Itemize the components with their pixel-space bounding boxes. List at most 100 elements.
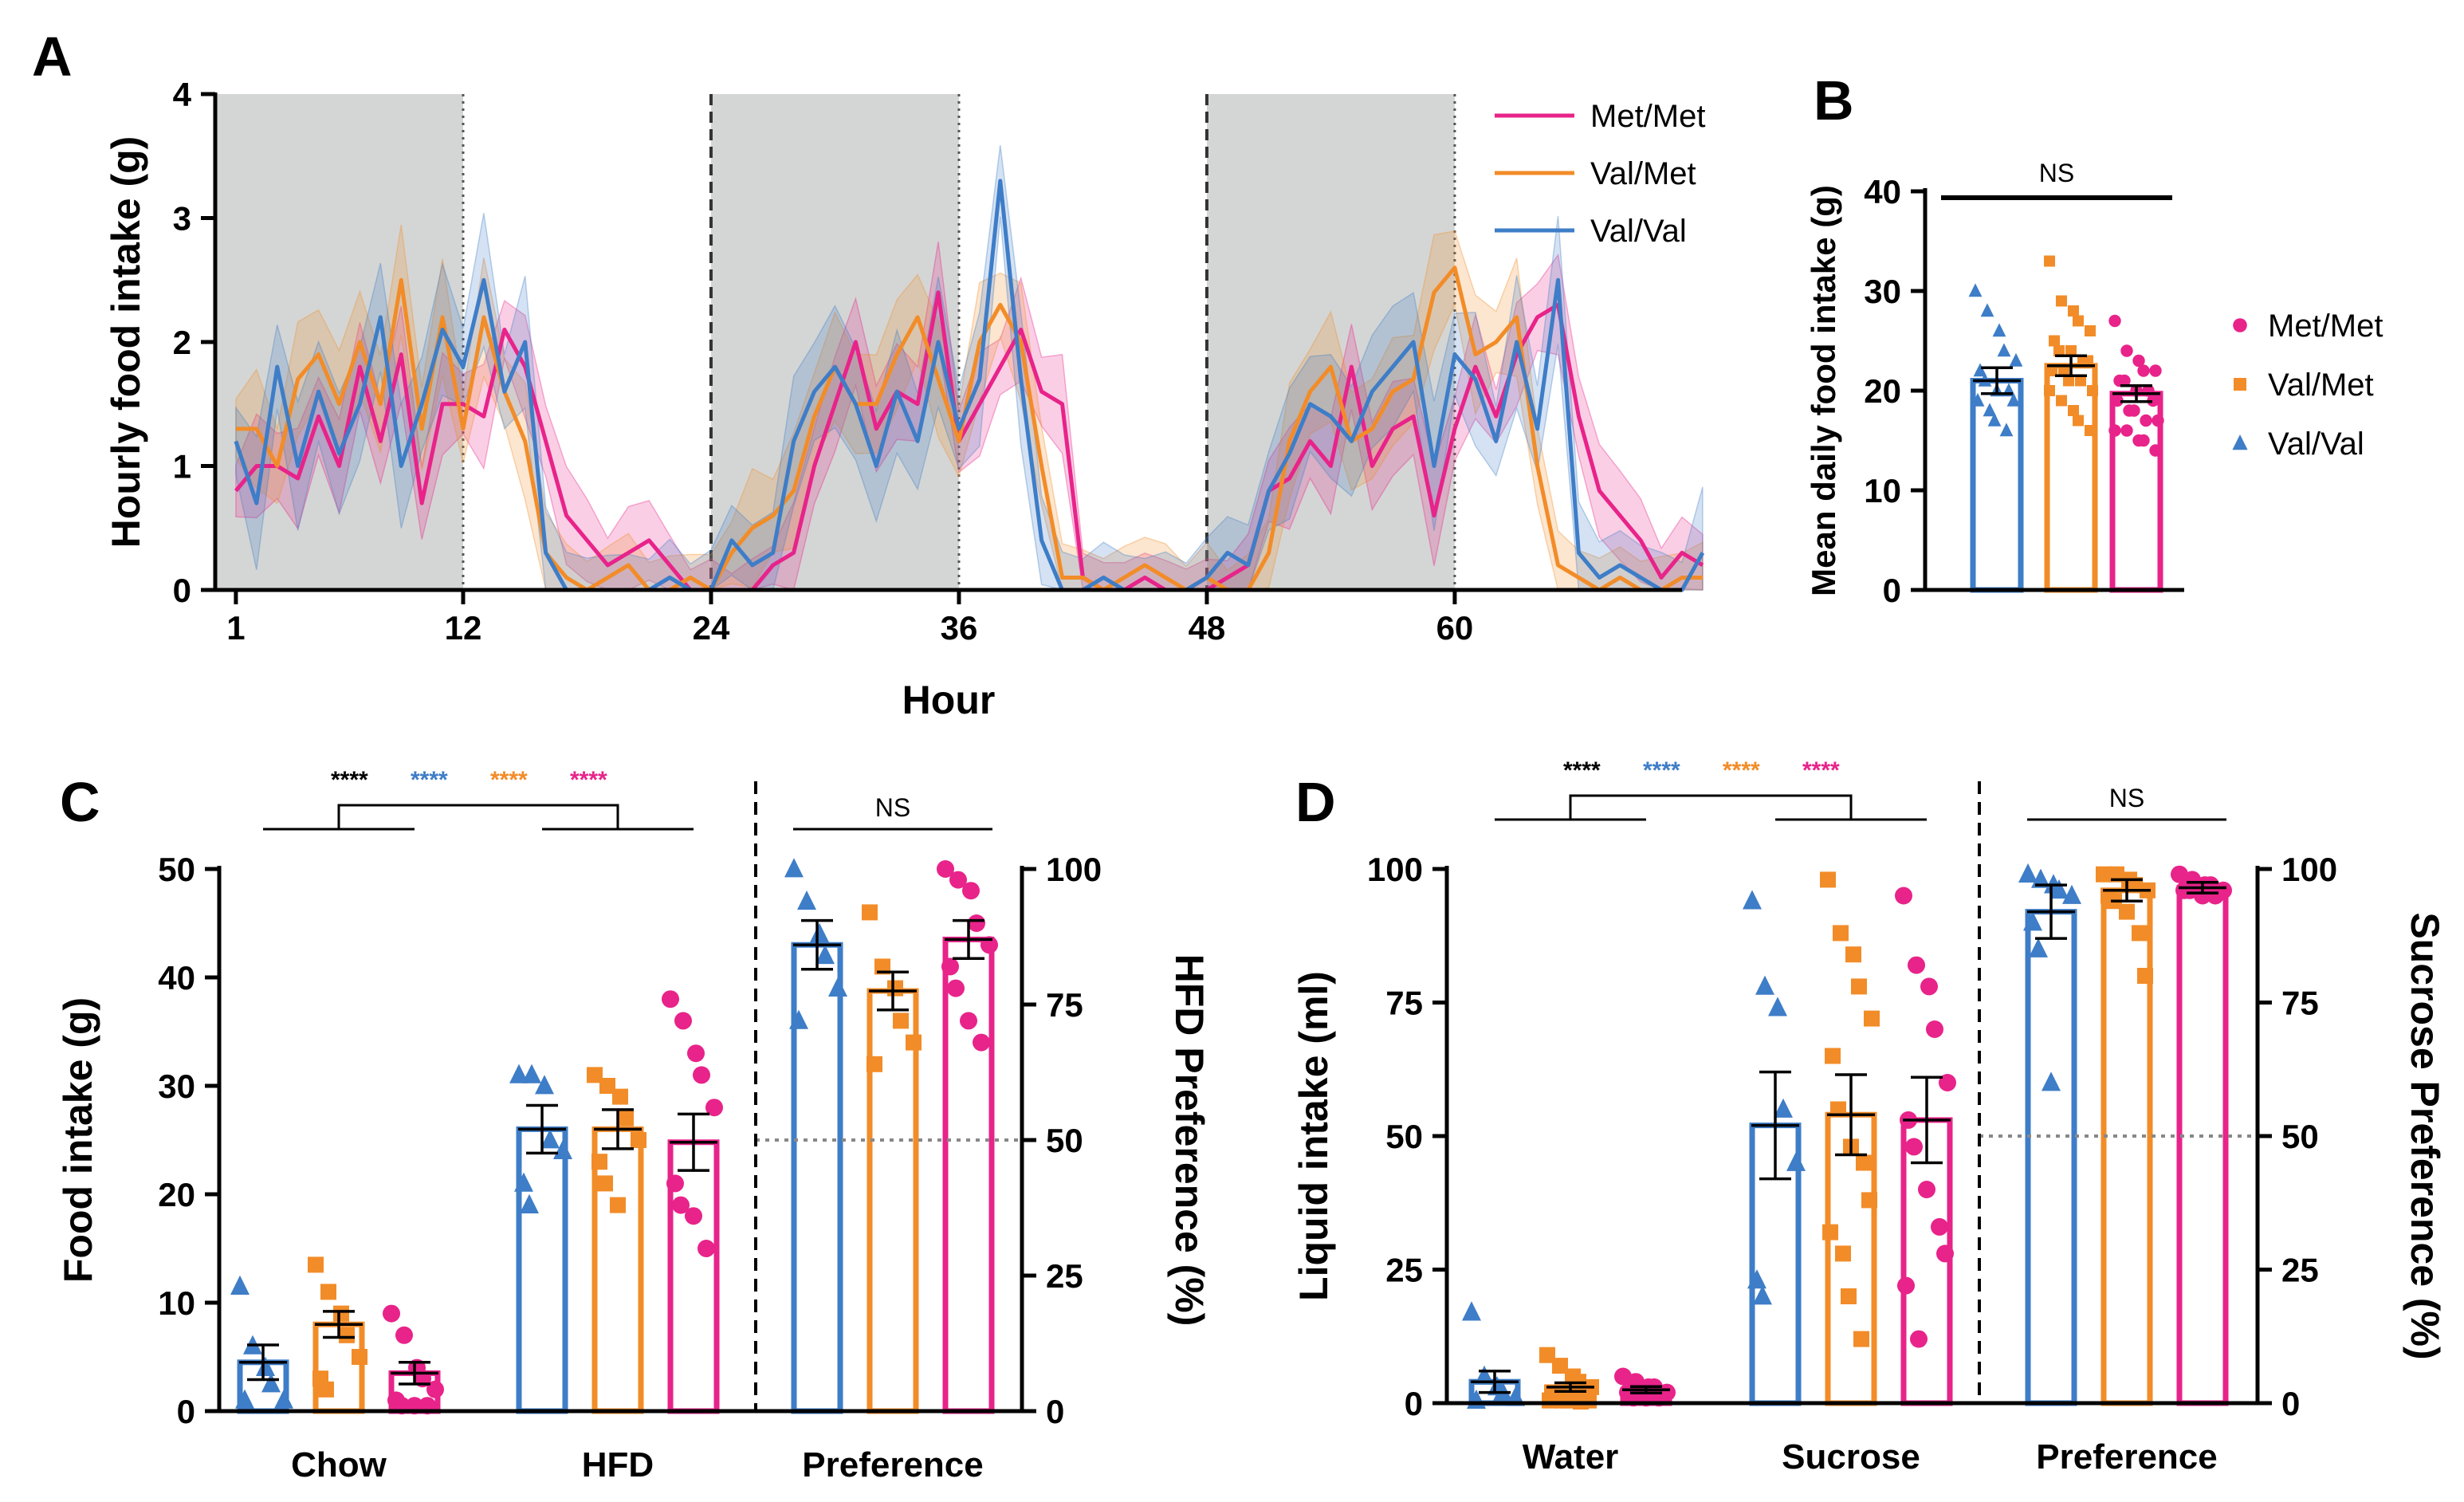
data-point <box>893 1012 909 1029</box>
y-tick-label: 0 <box>1883 572 1901 609</box>
data-point <box>2082 355 2093 367</box>
data-point <box>535 1075 554 1095</box>
y-tick-label-right: 50 <box>1046 1122 1083 1159</box>
y-tick-label: 0 <box>177 1393 195 1430</box>
data-point <box>2096 866 2112 883</box>
stars-val-val: **** <box>1643 757 1680 784</box>
data-point <box>937 860 954 878</box>
data-point <box>610 1197 626 1213</box>
data-point <box>2029 938 2048 957</box>
y-axis-title-right: Sucrose Preference (%) <box>2403 912 2447 1359</box>
panel-b-label: B <box>1814 69 1854 132</box>
data-point <box>828 977 847 997</box>
data-point <box>1864 1010 1880 1027</box>
stars-val-met: **** <box>1723 757 1760 784</box>
y-tick-label: 20 <box>1864 372 1901 410</box>
x-tick-label: 48 <box>1189 609 1226 647</box>
data-point <box>2058 365 2069 376</box>
y-tick-label: 1 <box>173 448 191 486</box>
data-point <box>1992 323 2006 337</box>
x-axis-title: Hour <box>902 678 996 722</box>
data-point <box>599 1078 615 1094</box>
data-point <box>520 1193 539 1213</box>
data-point <box>1918 1181 1935 1198</box>
data-point <box>395 1326 413 1344</box>
data-point <box>867 1056 882 1072</box>
data-point <box>333 1305 349 1322</box>
data-point <box>1973 363 1987 377</box>
panel-a-label: A <box>32 26 73 88</box>
panel-b-legend: Met/Met Val/Met Val/Val <box>2232 309 2383 462</box>
category-label: Preference <box>802 1445 983 1484</box>
y-axis-title: Mean daily food intake (g) <box>1805 185 1842 596</box>
data-point <box>318 1381 334 1398</box>
ns-label: NS <box>875 793 910 822</box>
data-point <box>2044 385 2055 396</box>
data-point <box>2137 364 2150 377</box>
data-point <box>1851 978 1867 995</box>
panel-c-label: C <box>60 771 100 833</box>
data-point <box>797 891 816 910</box>
y-tick-label: 30 <box>158 1068 195 1105</box>
data-point <box>698 1240 715 1257</box>
data-point <box>2118 374 2131 387</box>
data-point <box>962 882 980 900</box>
x-tick-label: 36 <box>941 609 978 647</box>
bar-val-met <box>2100 887 2153 1406</box>
data-point <box>2108 424 2121 437</box>
data-point <box>1539 1347 1555 1363</box>
data-point <box>2073 315 2084 327</box>
data-point <box>1861 1192 1877 1209</box>
y-tick-label: 50 <box>158 851 195 888</box>
data-point <box>1825 1048 1841 1064</box>
data-point <box>1753 1285 1772 1305</box>
data-point <box>2018 863 2038 883</box>
data-point <box>2023 911 2042 931</box>
legend-label-met-met: Met/Met <box>2268 309 2383 344</box>
panel-d-label: D <box>1295 771 1336 833</box>
data-point <box>1822 1224 1838 1241</box>
y-tick-label: 2 <box>173 324 191 361</box>
data-point <box>862 904 878 921</box>
data-point <box>1939 1074 1956 1091</box>
y-axis-title: Hourly food intake (g) <box>104 136 148 549</box>
data-point <box>1910 1330 1928 1348</box>
data-point <box>2042 1071 2061 1091</box>
data-point <box>612 1088 628 1105</box>
bar-val-val <box>2025 909 2077 1406</box>
series-line-val-met <box>235 265 1703 592</box>
bar-val-met <box>2044 363 2098 593</box>
y-tick-label-right: 50 <box>2281 1118 2319 1155</box>
bracket-connector <box>337 804 619 829</box>
data-point <box>1853 1331 1869 1347</box>
data-point <box>631 1132 646 1148</box>
y-tick-label-right: 0 <box>1046 1393 1064 1430</box>
dark-phase-shade <box>710 94 959 590</box>
data-point <box>2207 887 2224 905</box>
data-point <box>2120 344 2133 357</box>
data-point <box>2053 345 2065 356</box>
data-point <box>1999 423 2014 437</box>
data-point <box>1997 343 2011 357</box>
category-label: Chow <box>291 1445 387 1484</box>
data-point <box>2087 385 2098 396</box>
data-point <box>2046 365 2057 376</box>
data-point <box>1908 956 1925 974</box>
bar-met-met <box>942 936 995 1414</box>
data-point <box>968 914 985 932</box>
bar-val-val <box>516 1126 568 1414</box>
data-point <box>1845 946 1861 963</box>
category-label: Water <box>1523 1437 1619 1476</box>
data-point <box>2049 879 2069 899</box>
data-point <box>2108 314 2121 328</box>
data-point <box>1835 1245 1851 1262</box>
y-tick-label: 40 <box>158 959 195 997</box>
data-point <box>2065 345 2077 356</box>
ns-label: NS <box>2109 784 2144 812</box>
data-point <box>2149 364 2162 377</box>
data-point <box>941 957 959 976</box>
data-point <box>2119 903 2135 920</box>
data-point <box>2137 968 2153 984</box>
data-point <box>2044 255 2055 267</box>
